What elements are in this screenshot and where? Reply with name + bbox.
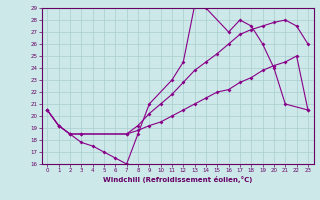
X-axis label: Windchill (Refroidissement éolien,°C): Windchill (Refroidissement éolien,°C) (103, 176, 252, 183)
